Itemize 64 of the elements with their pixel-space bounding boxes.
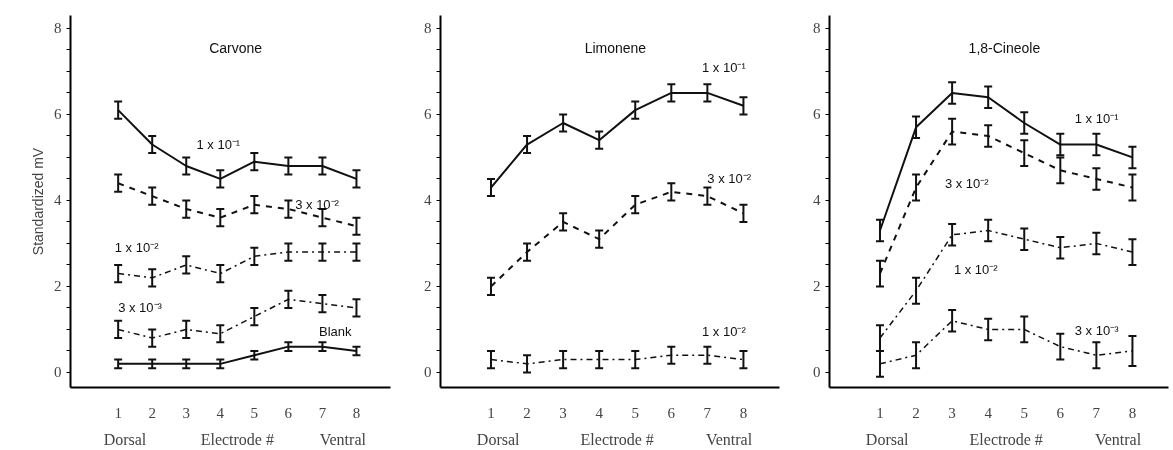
x-axis-title: Electrode # bbox=[580, 430, 654, 448]
x-tick-label: 6 bbox=[1056, 404, 1065, 421]
x-tick-label: 4 bbox=[984, 404, 993, 421]
x-tick-label: 6 bbox=[667, 404, 676, 421]
series-label: 3 x 10⁻² bbox=[707, 171, 752, 187]
y-tick-label: 0 bbox=[424, 364, 432, 381]
series-label: 1 x 10⁻² bbox=[114, 240, 160, 256]
series-label: Blank bbox=[319, 324, 353, 340]
x-tick-label: 3 bbox=[182, 404, 190, 421]
series-label: 1 x 10⁻¹ bbox=[1074, 111, 1120, 127]
x-tick-label: 5 bbox=[1020, 404, 1028, 421]
x-axis-title: Electrode # bbox=[969, 430, 1043, 448]
x-tick-label: 3 bbox=[559, 404, 567, 421]
x-tick-label: 1 bbox=[487, 404, 495, 421]
x-axis-title: Electrode # bbox=[200, 430, 274, 448]
y-tick-label: 8 bbox=[54, 20, 62, 37]
series-label: 3 x 10⁻² bbox=[944, 175, 990, 191]
x-tick-label: 6 bbox=[284, 404, 293, 421]
y-tick-label: 4 bbox=[813, 192, 821, 209]
series-label: 1 x 10⁻¹ bbox=[701, 59, 747, 75]
y-tick-label: 4 bbox=[424, 192, 432, 209]
y-tick-label: 0 bbox=[813, 364, 821, 381]
series-label: 1 x 10⁻² bbox=[953, 261, 999, 277]
text: Dorsal bbox=[865, 430, 910, 448]
x-tick-label: 2 bbox=[523, 404, 531, 421]
y-axis-title: Standardized mV bbox=[30, 147, 46, 256]
series-label: 1 x 10⁻¹ bbox=[196, 137, 241, 153]
x-tick-label: 1 bbox=[876, 404, 884, 421]
x-tick-label: 5 bbox=[250, 404, 259, 421]
x-tick-label: 7 bbox=[318, 404, 327, 421]
y-tick-label: 8 bbox=[424, 20, 432, 37]
x-tick-label: 3 bbox=[948, 404, 956, 421]
series-label: 1 x 10⁻² bbox=[701, 324, 747, 340]
x-tick-label: 4 bbox=[216, 404, 225, 421]
text: Dorsal bbox=[103, 430, 147, 448]
text: Dorsal bbox=[476, 430, 521, 448]
text: Carvone bbox=[209, 39, 263, 56]
x-tick-label: 8 bbox=[1128, 404, 1137, 421]
x-tick-label: 2 bbox=[912, 404, 920, 421]
text: Ventral bbox=[705, 430, 753, 448]
y-tick-label: 8 bbox=[813, 20, 821, 37]
line-series bbox=[117, 345, 358, 365]
x-tick-label: 5 bbox=[631, 404, 639, 421]
y-tick-label: 6 bbox=[813, 106, 821, 123]
text: Ventral bbox=[1094, 430, 1142, 448]
y-tick-label: 2 bbox=[424, 278, 432, 295]
x-tick-label: 7 bbox=[1092, 404, 1101, 421]
text: Ventral bbox=[319, 430, 367, 448]
x-tick-label: 8 bbox=[739, 404, 748, 421]
text: Limonene bbox=[584, 39, 647, 56]
x-tick-label: 7 bbox=[703, 404, 712, 421]
text: 1,8-Cineole bbox=[968, 39, 1041, 56]
x-tick-label: 1 bbox=[114, 404, 122, 421]
x-tick-label: 8 bbox=[352, 404, 361, 421]
y-tick-label: 2 bbox=[54, 278, 62, 295]
series-label: 3 x 10⁻³ bbox=[1074, 322, 1120, 338]
y-tick-label: 2 bbox=[813, 278, 821, 295]
series-label: 3 x 10⁻³ bbox=[118, 300, 163, 316]
x-tick-label: 2 bbox=[148, 404, 156, 421]
y-tick-label: 6 bbox=[54, 106, 62, 123]
y-tick-label: 4 bbox=[54, 192, 62, 209]
y-tick-label: 0 bbox=[54, 364, 62, 381]
x-tick-label: 4 bbox=[595, 404, 604, 421]
y-tick-label: 6 bbox=[424, 106, 432, 123]
